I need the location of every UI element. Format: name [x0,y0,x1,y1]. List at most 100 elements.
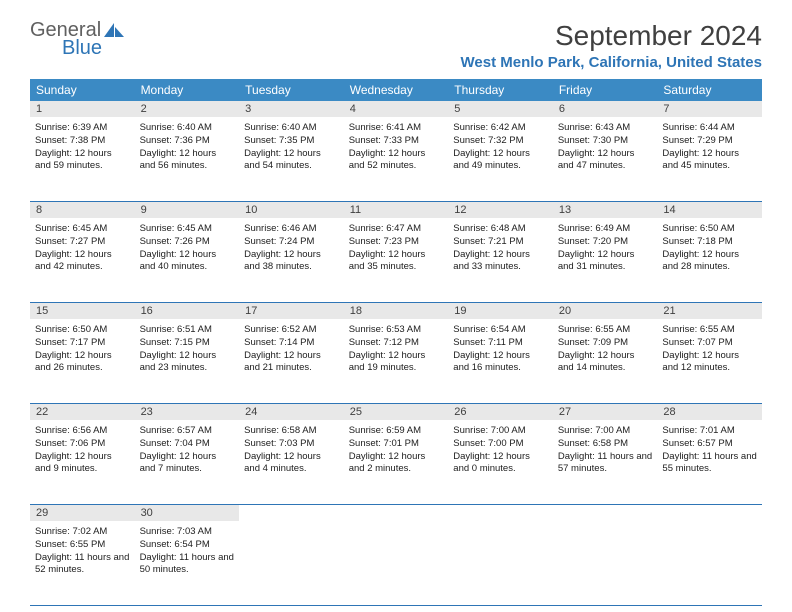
day-cell [448,521,553,605]
header: General Blue September 2024 West Menlo P… [30,20,762,71]
day-info: Sunrise: 6:50 AMSunset: 7:18 PMDaylight:… [662,221,757,274]
day-number: 26 [448,404,553,420]
day-info: Sunrise: 6:55 AMSunset: 7:07 PMDaylight:… [662,322,757,375]
day-info: Sunrise: 6:59 AMSunset: 7:01 PMDaylight:… [349,423,444,476]
day-number [448,505,553,521]
day-number: 4 [344,101,449,117]
weekday-header: Thursday [448,79,553,101]
day-info: Sunrise: 7:01 AMSunset: 6:57 PMDaylight:… [662,423,757,476]
day-number-row: 891011121314 [30,202,762,218]
day-info: Sunrise: 6:44 AMSunset: 7:29 PMDaylight:… [662,120,757,173]
day-info: Sunrise: 7:03 AMSunset: 6:54 PMDaylight:… [140,524,235,577]
day-number: 14 [657,202,762,218]
weekday-header: Tuesday [239,79,344,101]
day-cell: Sunrise: 6:55 AMSunset: 7:07 PMDaylight:… [657,319,762,403]
day-number: 18 [344,303,449,319]
day-cell: Sunrise: 6:54 AMSunset: 7:11 PMDaylight:… [448,319,553,403]
day-number: 27 [553,404,658,420]
day-number: 30 [135,505,240,521]
weekday-header: Sunday [30,79,135,101]
day-number: 17 [239,303,344,319]
day-number-row: 2930 [30,505,762,521]
day-cell: Sunrise: 6:40 AMSunset: 7:36 PMDaylight:… [135,117,240,201]
day-cell: Sunrise: 6:51 AMSunset: 7:15 PMDaylight:… [135,319,240,403]
day-info: Sunrise: 6:53 AMSunset: 7:12 PMDaylight:… [349,322,444,375]
day-number-row: 22232425262728 [30,404,762,420]
day-cell: Sunrise: 6:48 AMSunset: 7:21 PMDaylight:… [448,218,553,302]
weekday-header: Wednesday [344,79,449,101]
day-info: Sunrise: 6:51 AMSunset: 7:15 PMDaylight:… [140,322,235,375]
day-cell: Sunrise: 6:45 AMSunset: 7:26 PMDaylight:… [135,218,240,302]
day-number: 28 [657,404,762,420]
weekday-header-row: SundayMondayTuesdayWednesdayThursdayFrid… [30,79,762,101]
day-number: 24 [239,404,344,420]
day-number-row: 15161718192021 [30,303,762,319]
day-info: Sunrise: 6:41 AMSunset: 7:33 PMDaylight:… [349,120,444,173]
day-number: 5 [448,101,553,117]
day-info: Sunrise: 6:46 AMSunset: 7:24 PMDaylight:… [244,221,339,274]
day-cell: Sunrise: 6:58 AMSunset: 7:03 PMDaylight:… [239,420,344,504]
day-cell: Sunrise: 6:39 AMSunset: 7:38 PMDaylight:… [30,117,135,201]
day-info: Sunrise: 6:42 AMSunset: 7:32 PMDaylight:… [453,120,548,173]
day-cell: Sunrise: 6:46 AMSunset: 7:24 PMDaylight:… [239,218,344,302]
day-cell [553,521,658,605]
day-number: 1 [30,101,135,117]
day-number [553,505,658,521]
day-number: 10 [239,202,344,218]
day-number: 9 [135,202,240,218]
day-number: 20 [553,303,658,319]
day-number: 16 [135,303,240,319]
logo: General Blue [30,20,126,58]
day-number: 8 [30,202,135,218]
day-cell [657,521,762,605]
day-cell: Sunrise: 6:47 AMSunset: 7:23 PMDaylight:… [344,218,449,302]
day-info: Sunrise: 6:40 AMSunset: 7:35 PMDaylight:… [244,120,339,173]
week-row: Sunrise: 6:45 AMSunset: 7:27 PMDaylight:… [30,218,762,303]
day-cell: Sunrise: 6:53 AMSunset: 7:12 PMDaylight:… [344,319,449,403]
day-number: 6 [553,101,658,117]
day-number: 7 [657,101,762,117]
location: West Menlo Park, California, United Stat… [461,54,762,71]
calendar: SundayMondayTuesdayWednesdayThursdayFrid… [30,79,762,606]
day-cell: Sunrise: 6:56 AMSunset: 7:06 PMDaylight:… [30,420,135,504]
day-number: 19 [448,303,553,319]
day-number: 22 [30,404,135,420]
day-cell: Sunrise: 6:49 AMSunset: 7:20 PMDaylight:… [553,218,658,302]
day-cell: Sunrise: 7:01 AMSunset: 6:57 PMDaylight:… [657,420,762,504]
day-info: Sunrise: 6:39 AMSunset: 7:38 PMDaylight:… [35,120,130,173]
day-info: Sunrise: 6:56 AMSunset: 7:06 PMDaylight:… [35,423,130,476]
week-row: Sunrise: 7:02 AMSunset: 6:55 PMDaylight:… [30,521,762,606]
day-info: Sunrise: 6:55 AMSunset: 7:09 PMDaylight:… [558,322,653,375]
day-info: Sunrise: 7:00 AMSunset: 7:00 PMDaylight:… [453,423,548,476]
day-number: 21 [657,303,762,319]
day-info: Sunrise: 6:52 AMSunset: 7:14 PMDaylight:… [244,322,339,375]
day-number-row: 1234567 [30,101,762,117]
day-info: Sunrise: 6:45 AMSunset: 7:26 PMDaylight:… [140,221,235,274]
day-info: Sunrise: 6:40 AMSunset: 7:36 PMDaylight:… [140,120,235,173]
week-row: Sunrise: 6:39 AMSunset: 7:38 PMDaylight:… [30,117,762,202]
day-number: 23 [135,404,240,420]
day-cell: Sunrise: 7:00 AMSunset: 6:58 PMDaylight:… [553,420,658,504]
day-info: Sunrise: 6:54 AMSunset: 7:11 PMDaylight:… [453,322,548,375]
day-info: Sunrise: 7:02 AMSunset: 6:55 PMDaylight:… [35,524,130,577]
day-cell: Sunrise: 7:03 AMSunset: 6:54 PMDaylight:… [135,521,240,605]
weekday-header: Saturday [657,79,762,101]
day-cell: Sunrise: 6:52 AMSunset: 7:14 PMDaylight:… [239,319,344,403]
title-block: September 2024 West Menlo Park, Californ… [461,20,762,71]
day-info: Sunrise: 6:50 AMSunset: 7:17 PMDaylight:… [35,322,130,375]
logo-text-blue: Blue [62,38,102,58]
day-number: 12 [448,202,553,218]
day-cell [344,521,449,605]
day-cell: Sunrise: 6:40 AMSunset: 7:35 PMDaylight:… [239,117,344,201]
day-number [239,505,344,521]
day-info: Sunrise: 6:57 AMSunset: 7:04 PMDaylight:… [140,423,235,476]
day-number [657,505,762,521]
day-number: 29 [30,505,135,521]
month-title: September 2024 [461,20,762,52]
day-info: Sunrise: 6:45 AMSunset: 7:27 PMDaylight:… [35,221,130,274]
day-number: 3 [239,101,344,117]
day-cell: Sunrise: 6:50 AMSunset: 7:18 PMDaylight:… [657,218,762,302]
day-info: Sunrise: 6:48 AMSunset: 7:21 PMDaylight:… [453,221,548,274]
day-cell [239,521,344,605]
day-cell: Sunrise: 6:55 AMSunset: 7:09 PMDaylight:… [553,319,658,403]
